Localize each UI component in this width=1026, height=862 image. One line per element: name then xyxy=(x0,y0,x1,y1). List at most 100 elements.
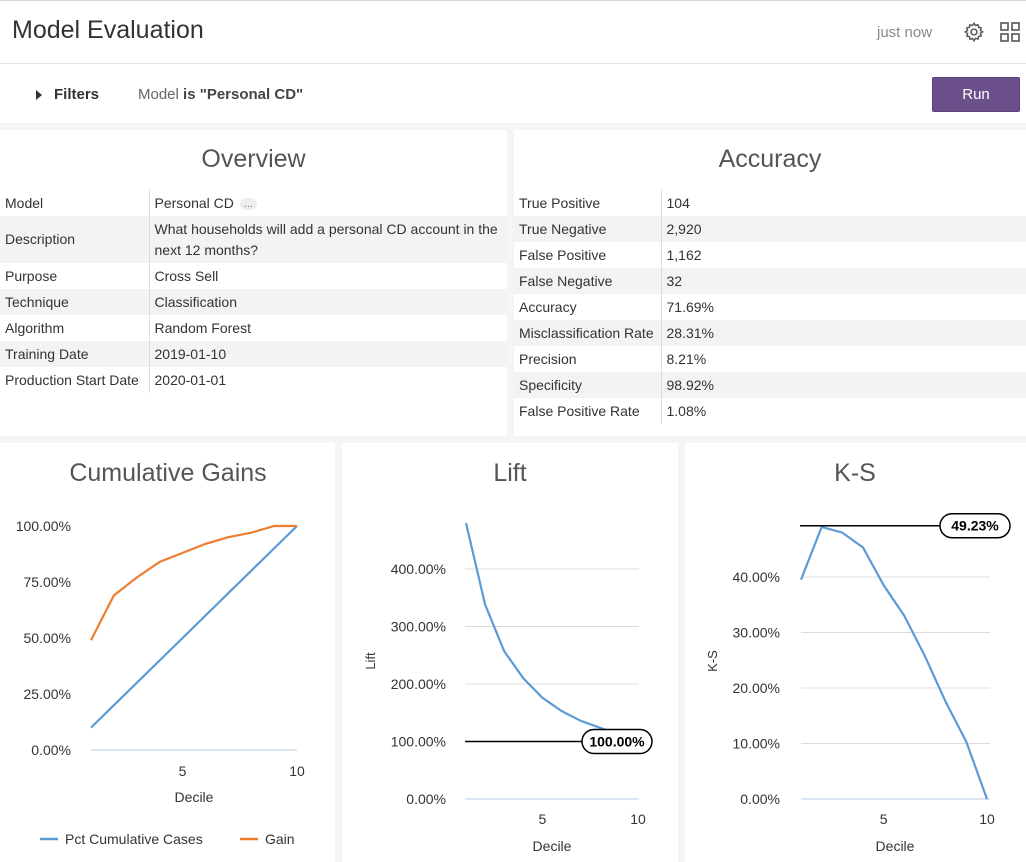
filters-toggle[interactable]: Filters xyxy=(36,86,99,103)
filter-expression[interactable]: Model is "Personal CD" xyxy=(138,86,303,103)
table-row: Technique Classification xyxy=(0,289,507,315)
filter-value: "Personal CD" xyxy=(199,86,304,103)
x-tick-label: 5 xyxy=(539,811,547,827)
table-row: Production Start Date 2020-01-01 xyxy=(0,367,507,393)
overview-title: Overview xyxy=(201,145,306,173)
row-key: Model xyxy=(0,190,150,216)
row-key: True Negative xyxy=(514,216,662,242)
x-tick-label: 10 xyxy=(979,811,995,827)
x-tick-label: 5 xyxy=(179,763,187,779)
filter-field: Model xyxy=(138,86,179,103)
table-row: True Positive 104 xyxy=(514,190,1026,216)
lift-chart: Lift Decile Lift 0.00% 100.00% 200.00% 300.… xyxy=(363,459,653,854)
row-key: Precision xyxy=(514,346,662,372)
last-updated: just now xyxy=(877,24,933,41)
y-tick-label: 0.00% xyxy=(31,742,71,758)
x-tick-label: 10 xyxy=(630,811,646,827)
header: Model Evaluation just now xyxy=(0,0,1026,64)
table-row: False Positive 1,162 xyxy=(514,242,1026,268)
x-tick-label: 5 xyxy=(880,811,888,827)
more-icon[interactable]: ... xyxy=(239,197,258,210)
row-value: Personal CD... xyxy=(149,190,507,216)
reference-callout xyxy=(939,512,1011,539)
series-line-pct-cumulative-cases xyxy=(90,525,298,729)
y-tick-label: 10.00% xyxy=(733,735,780,751)
y-tick-label: 50.00% xyxy=(24,630,71,646)
filter-bar: Filters Model is "Personal CD" Run xyxy=(0,64,1026,123)
table-row: Model Personal CD... xyxy=(0,190,507,216)
row-value: What households will add a personal CD a… xyxy=(149,216,507,263)
y-tick-label: 200.00% xyxy=(391,676,446,692)
row-key: Purpose xyxy=(0,263,150,289)
cumulative-gains-card: Cumulative Gains Decile 0.00% 25.00% 50.00… xyxy=(0,443,335,862)
row-value: Cross Sell xyxy=(154,267,219,284)
row-key: Production Start Date xyxy=(0,367,150,393)
series-line-gain xyxy=(90,524,297,641)
row-key: False Positive xyxy=(514,242,662,268)
reference-callout xyxy=(581,728,653,755)
y-axis-label: K-S xyxy=(705,650,720,672)
x-axis-label: Decile xyxy=(533,838,572,854)
chart-title: Lift xyxy=(493,459,526,487)
row-key: False Positive Rate xyxy=(514,398,662,424)
grid-icon[interactable] xyxy=(999,21,1021,43)
y-tick-label: 0.00% xyxy=(740,791,780,807)
table-row: Misclassification Rate 28.31% xyxy=(514,320,1026,346)
row-value: 2,920 xyxy=(661,216,1026,242)
y-tick-label: 25.00% xyxy=(24,686,71,702)
row-key: Training Date xyxy=(0,341,150,367)
table-row: Training Date 2019-01-10 xyxy=(0,341,507,367)
caret-right-icon xyxy=(36,89,42,100)
run-button[interactable]: Run xyxy=(932,77,1020,112)
cumulative-gains-chart: Cumulative Gains Decile 0.00% 25.00% 50.00… xyxy=(16,459,305,847)
row-value: 28.31% xyxy=(661,320,1026,346)
x-tick-label: 10 xyxy=(289,763,305,779)
reference-label: 100.00% xyxy=(589,734,645,750)
row-value: 104 xyxy=(666,194,690,211)
table-row: Specificity 98.92% xyxy=(514,372,1026,398)
table-row: False Positive Rate 1.08% xyxy=(514,398,1026,424)
chart-title: K-S xyxy=(834,459,876,487)
table-row: Precision 8.21% xyxy=(514,346,1026,372)
legend-label-gain: Gain xyxy=(265,831,295,847)
row-key: Description xyxy=(0,216,150,263)
y-tick-label: 400.00% xyxy=(391,561,446,577)
overview-table: Model Personal CD... Description What ho… xyxy=(0,190,507,393)
overview-card: Overview Model Personal CD... Descriptio… xyxy=(0,130,507,436)
y-tick-label: 30.00% xyxy=(733,624,780,640)
accuracy-table: True Positive 104 True Negative 2,920 Fals… xyxy=(514,190,1026,424)
legend-label-cases: Pct Cumulative Cases xyxy=(65,831,203,847)
model-name: Personal CD xyxy=(154,194,234,211)
accuracy-card: Accuracy True Positive 104 True Negative 2… xyxy=(514,130,1026,436)
row-value: Random Forest xyxy=(154,319,251,336)
row-key: Technique xyxy=(0,289,150,315)
ks-card: K-S Decile K-S 0.00% 10.00% 20.00% 30.00% 40… xyxy=(685,443,1026,862)
row-value: 8.21% xyxy=(666,350,707,367)
y-tick-label: 300.00% xyxy=(391,619,446,635)
row-value: Classification xyxy=(149,289,507,315)
y-tick-label: 75.00% xyxy=(24,574,71,590)
y-tick-label: 40.00% xyxy=(733,569,780,585)
legend: Pct Cumulative Cases Gain xyxy=(40,831,295,847)
series-line-lift xyxy=(464,522,639,743)
table-row: False Negative 32 xyxy=(514,268,1026,294)
row-value: 98.92% xyxy=(661,372,1026,398)
table-row: Purpose Cross Sell xyxy=(0,263,507,289)
y-tick-label: 100.00% xyxy=(391,734,446,750)
page-title: Model Evaluation xyxy=(12,16,204,44)
accuracy-title: Accuracy xyxy=(718,145,822,173)
y-axis-label: Lift xyxy=(363,652,378,670)
table-row: Accuracy 71.69% xyxy=(514,294,1026,320)
row-value: 2019-01-10 xyxy=(149,341,507,367)
gear-icon[interactable] xyxy=(963,21,985,43)
filters-label: Filters xyxy=(54,86,100,103)
lift-card: Lift Decile Lift 0.00% 100.00% 200.00% 300.… xyxy=(342,443,678,862)
row-value: 32 xyxy=(661,268,1026,294)
row-key: Algorithm xyxy=(0,315,150,341)
table-row: Algorithm Random Forest xyxy=(0,315,507,341)
row-key: Accuracy xyxy=(514,294,662,320)
row-value: 1.08% xyxy=(666,402,707,419)
row-key: Misclassification Rate xyxy=(514,320,662,346)
table-row: Description What households will add a p… xyxy=(0,216,507,263)
y-tick-label: 20.00% xyxy=(733,680,780,696)
